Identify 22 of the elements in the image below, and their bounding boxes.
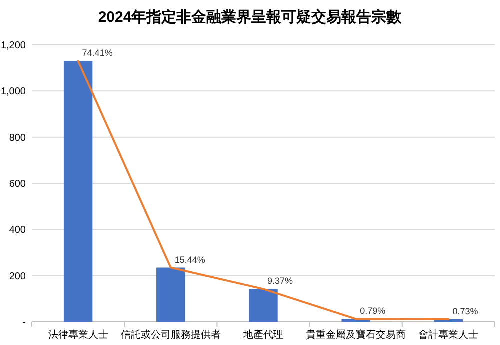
x-tick-label: 會計專業人士 (418, 329, 479, 341)
bar (156, 268, 186, 322)
y-tick-label: 800 (9, 132, 26, 144)
bar (64, 61, 93, 322)
chart-title: 2024年指定非金融業界呈報可疑交易報告宗數 (98, 8, 403, 26)
x-tick-label: 法律專業人士 (48, 329, 108, 341)
annotation: 15.44% (174, 254, 206, 265)
bar (249, 289, 278, 322)
y-tick-label: 400 (9, 225, 26, 236)
y-tick-label: 1,200 (0, 40, 26, 52)
y-tick-label: - (22, 318, 26, 328)
annotation: 0.79% (360, 306, 386, 316)
annotation: 0.73% (452, 306, 478, 316)
x-tick-label: 地產代理 (242, 329, 284, 341)
annotation: 74.41% (82, 48, 113, 58)
x-tick-label: 信託或公司服務提供者 (120, 329, 221, 341)
y-tick-label: 1,000 (0, 86, 26, 98)
x-tick-label: 貴重金屬及寶石交易商 (306, 329, 406, 341)
y-tick-label: 600 (9, 179, 26, 190)
line-series (77, 60, 450, 320)
annotation: 9.37% (268, 276, 294, 286)
y-tick-label: 200 (9, 271, 26, 282)
